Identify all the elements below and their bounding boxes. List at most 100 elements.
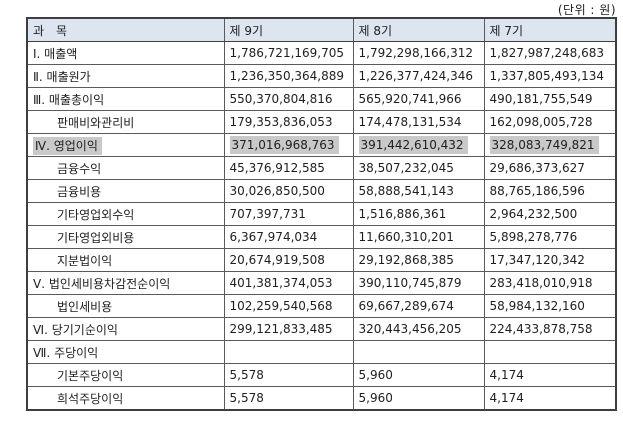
value-text: 5,960: [358, 391, 393, 405]
value-text: 371,016,968,763: [229, 136, 339, 154]
value-cell: 299,121,833,485: [223, 317, 354, 341]
column-header-account: 과 목: [26, 17, 225, 42]
value-cell: 1,337,805,493,134: [483, 64, 617, 88]
header-row: 과 목 제 9기 제 8기 제 7기: [26, 17, 617, 42]
value-cell: 174,478,131,534: [352, 110, 485, 134]
row-label-cell: Ⅵ. 당기기순이익: [26, 317, 225, 341]
value-text: 102,259,540,568: [229, 299, 333, 313]
value-text: 69,667,289,674: [358, 299, 454, 313]
value-cell: 5,578: [223, 386, 354, 411]
row-label: 기타영업외수익: [57, 207, 135, 222]
row-label-cell: 금융비용: [26, 179, 225, 203]
table-row: 희석주당이익 5,578 5,960 4,174: [26, 386, 617, 411]
row-label: 판매비와관리비: [57, 115, 135, 130]
column-header-period-9: 제 9기: [223, 17, 354, 42]
value-cell: 5,960: [352, 363, 485, 387]
row-label-cell: 기타영업외비용: [26, 225, 225, 249]
row-label: 희석주당이익: [57, 391, 124, 406]
value-text: 283,418,010,918: [489, 276, 593, 290]
value-text: 1,786,721,169,705: [229, 46, 345, 60]
value-cell: 38,507,232,045: [352, 156, 485, 180]
table-row: Ⅳ. 영업이익 371,016,968,763 391,442,610,432 328…: [26, 133, 617, 157]
value-cell: 102,259,540,568: [223, 294, 354, 318]
value-text: 58,984,132,160: [489, 299, 585, 313]
value-cell: 17,347,120,342: [483, 248, 617, 272]
value-text: 5,960: [358, 368, 393, 382]
value-cell: 179,353,836,053: [223, 110, 354, 134]
value-cell: [223, 340, 354, 364]
value-text: 17,347,120,342: [489, 253, 585, 267]
row-label-cell: 지분법이익: [26, 248, 225, 272]
income-statement-table: 과 목 제 9기 제 8기 제 7기 Ⅰ. 매출액 1,786,721,169,7…: [26, 17, 617, 411]
value-text: 88,765,186,596: [489, 184, 585, 198]
value-text: 490,181,755,549: [489, 92, 593, 106]
table-header: 과 목 제 9기 제 8기 제 7기: [26, 17, 617, 42]
row-label: 법인세비용: [57, 299, 113, 314]
value-cell: 1,792,298,166,312: [352, 41, 485, 65]
value-cell: 401,381,374,053: [223, 271, 354, 295]
table-row: 판매비와관리비 179,353,836,053 174,478,131,534 162…: [26, 110, 617, 134]
table-row: 법인세비용 102,259,540,568 69,667,289,674 58,984…: [26, 294, 617, 318]
value-cell: 58,888,541,143: [352, 179, 485, 203]
value-text: 30,026,850,500: [229, 184, 325, 198]
value-text: 4,174: [489, 368, 524, 382]
row-label-cell: Ⅴ. 법인세비용차감전순이익: [26, 271, 225, 295]
value-text: 179,353,836,053: [229, 115, 333, 129]
value-text: 162,098,005,728: [489, 115, 593, 129]
table-row: Ⅶ. 주당이익: [26, 340, 617, 364]
row-label: 금융수익: [57, 161, 102, 176]
table-row: 기타영업외수익 707,397,731 1,516,886,361 2,964,232…: [26, 202, 617, 226]
value-cell: 371,016,968,763: [223, 133, 354, 157]
value-cell: 88,765,186,596: [483, 179, 617, 203]
value-text: 5,578: [229, 391, 264, 405]
value-text: 5,578: [229, 368, 264, 382]
row-label: 기타영업외비용: [57, 230, 135, 245]
value-text: 4,174: [489, 391, 524, 405]
value-cell: 565,920,741,966: [352, 87, 485, 111]
value-cell: 391,442,610,432: [352, 133, 485, 157]
value-text: 174,478,131,534: [358, 115, 462, 129]
value-text: 11,660,310,201: [358, 230, 454, 244]
value-text: 401,381,374,053: [229, 276, 333, 290]
value-cell: 283,418,010,918: [483, 271, 617, 295]
value-cell: 1,236,350,364,889: [223, 64, 354, 88]
row-label-cell: 법인세비용: [26, 294, 225, 318]
value-cell: 11,660,310,201: [352, 225, 485, 249]
value-text: 29,192,868,385: [358, 253, 454, 267]
value-cell: 5,578: [223, 363, 354, 387]
value-text: 29,686,373,627: [489, 161, 585, 175]
value-text: 391,442,610,432: [358, 136, 468, 154]
column-header-period-7: 제 7기: [483, 17, 617, 42]
table-body: Ⅰ. 매출액 1,786,721,169,705 1,792,298,166,312…: [26, 41, 617, 411]
value-text: 1,827,987,248,683: [489, 46, 605, 60]
value-cell: 1,786,721,169,705: [223, 41, 354, 65]
value-text: 58,888,541,143: [358, 184, 454, 198]
table-row: 기타영업외비용 6,367,974,034 11,660,310,201 5,898,…: [26, 225, 617, 249]
value-cell: 162,098,005,728: [483, 110, 617, 134]
value-text: 299,121,833,485: [229, 322, 333, 336]
value-cell: 1,827,987,248,683: [483, 41, 617, 65]
row-label-cell: 희석주당이익: [26, 386, 225, 411]
row-label-cell: 기타영업외수익: [26, 202, 225, 226]
value-cell: 29,192,868,385: [352, 248, 485, 272]
value-text: 1,516,886,361: [358, 207, 447, 221]
value-text: 38,507,232,045: [358, 161, 454, 175]
row-label: Ⅶ. 주당이익: [33, 345, 99, 360]
row-label-cell: Ⅳ. 영업이익: [26, 133, 225, 157]
row-label-cell: 기본주당이익: [26, 363, 225, 387]
row-label-cell: 판매비와관리비: [26, 110, 225, 134]
value-text: 1,792,298,166,312: [358, 46, 474, 60]
row-label: Ⅰ. 매출액: [33, 46, 78, 61]
value-cell: 1,226,377,424,346: [352, 64, 485, 88]
table-row: Ⅱ. 매출원가 1,236,350,364,889 1,226,377,424,34…: [26, 64, 617, 88]
value-cell: 328,083,749,821: [483, 133, 617, 157]
value-text: 2,964,232,500: [489, 207, 578, 221]
table-row: Ⅲ. 매출총이익 550,370,804,816 565,920,741,966 49…: [26, 87, 617, 111]
row-label: Ⅴ. 법인세비용차감전순이익: [33, 276, 171, 291]
table-row: 금융수익 45,376,912,585 38,507,232,045 29,686,3…: [26, 156, 617, 180]
value-text: 5,898,278,776: [489, 230, 578, 244]
value-cell: 390,110,745,879: [352, 271, 485, 295]
table-row: Ⅴ. 법인세비용차감전순이익 401,381,374,053 390,110,745…: [26, 271, 617, 295]
value-text: 224,433,878,758: [489, 322, 593, 336]
value-cell: [483, 340, 617, 364]
